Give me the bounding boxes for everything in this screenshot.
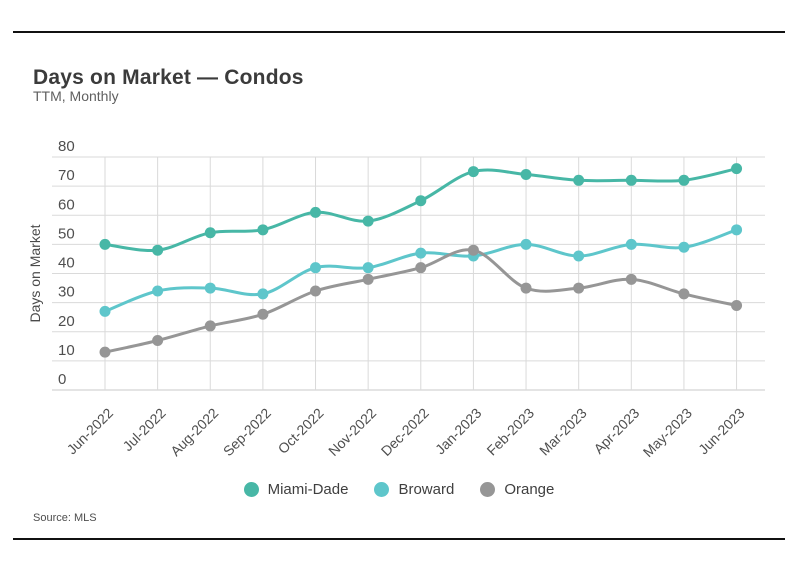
x-tick-label: Mar-2023 — [536, 405, 590, 459]
legend-label: Miami-Dade — [267, 481, 349, 498]
data-point — [362, 273, 374, 285]
data-point — [310, 262, 322, 274]
data-point — [362, 262, 374, 274]
gridlines: 0 10 20 30 40 50 60 70 80 Jun-2022 Jul-2022Aug-202… — [52, 138, 765, 460]
data-point — [520, 168, 532, 180]
legend-label: Orange — [504, 481, 555, 498]
data-point — [467, 244, 479, 256]
data-point — [678, 288, 690, 300]
data-point — [99, 305, 111, 317]
data-point — [204, 227, 216, 239]
data-point — [204, 282, 216, 294]
y-tick-label: 0 — [58, 371, 66, 388]
y-tick-label: 70 — [58, 167, 75, 184]
x-tick-label: Aug-2022 — [167, 405, 221, 459]
legend-item-miami-dade: Miami-Dade — [243, 481, 349, 498]
line-chart: 0 10 20 30 40 50 60 70 80 Jun-2022 Jul-2022Aug-202… — [27, 138, 765, 460]
series-orange — [99, 244, 743, 358]
data-point — [152, 244, 164, 256]
bottom-rule — [13, 538, 785, 540]
legend-dot-icon — [243, 482, 259, 497]
series-broward — [99, 224, 743, 317]
x-tick-label: Jun-2023 — [695, 405, 748, 458]
data-point — [573, 282, 585, 294]
data-point — [257, 308, 269, 320]
x-tick-label: Oct-2022 — [275, 405, 327, 457]
data-point — [520, 282, 532, 294]
source-note: Source: MLS — [33, 512, 97, 524]
chart-subtitle: TTM, Monthly — [33, 88, 119, 104]
data-point — [310, 285, 322, 297]
data-point — [99, 238, 111, 250]
data-point — [257, 288, 269, 300]
data-point — [415, 262, 427, 274]
x-tick-label: Sep-2022 — [220, 405, 274, 459]
data-point — [625, 174, 637, 186]
y-tick-label: 10 — [58, 342, 75, 359]
legend-item-orange: Orange — [480, 481, 554, 498]
page-title: Days on Market — Condos — [33, 66, 304, 90]
legend-item-broward: Broward — [374, 481, 454, 498]
x-tick-label: May-2023 — [640, 405, 695, 460]
data-point — [310, 206, 322, 218]
data-point — [467, 166, 479, 178]
data-point — [362, 215, 374, 227]
data-point — [573, 174, 585, 186]
x-tick-label: Feb-2023 — [483, 405, 537, 459]
legend-dot-icon — [374, 482, 390, 497]
data-point — [678, 241, 690, 253]
data-point — [415, 195, 427, 207]
data-point — [678, 174, 690, 186]
data-point — [152, 285, 164, 297]
data-point — [625, 273, 637, 285]
chart-legend: Miami-Dade Broward Orange — [0, 481, 798, 498]
data-point — [152, 334, 164, 346]
x-tick-label: Jun-2022 — [64, 405, 117, 458]
data-point — [415, 247, 427, 259]
y-tick-label: 60 — [58, 196, 75, 213]
data-point — [731, 163, 743, 175]
top-rule — [13, 31, 785, 33]
data-point — [625, 238, 637, 250]
data-point — [731, 224, 743, 236]
x-tick-label: Nov-2022 — [325, 405, 379, 459]
x-tick-label: Jul-2022 — [119, 405, 168, 454]
legend-label: Broward — [398, 481, 455, 498]
data-point — [204, 320, 216, 332]
y-tick-label: 40 — [58, 255, 75, 272]
y-tick-label: 30 — [58, 284, 75, 301]
data-point — [99, 346, 111, 358]
x-tick-label: Apr-2023 — [590, 405, 642, 457]
data-point — [257, 224, 269, 236]
data-point — [731, 300, 743, 312]
y-axis-title: Days on Market — [27, 224, 43, 322]
x-tick-label: Dec-2022 — [378, 405, 432, 459]
series-miami-dade — [99, 163, 743, 256]
data-point — [573, 250, 585, 262]
y-tick-label: 80 — [58, 138, 75, 155]
y-tick-label: 50 — [58, 225, 75, 242]
legend-dot-icon — [480, 482, 496, 497]
x-tick-label: Jan-2023 — [432, 405, 485, 458]
data-point — [520, 238, 532, 250]
y-tick-label: 20 — [58, 313, 75, 330]
